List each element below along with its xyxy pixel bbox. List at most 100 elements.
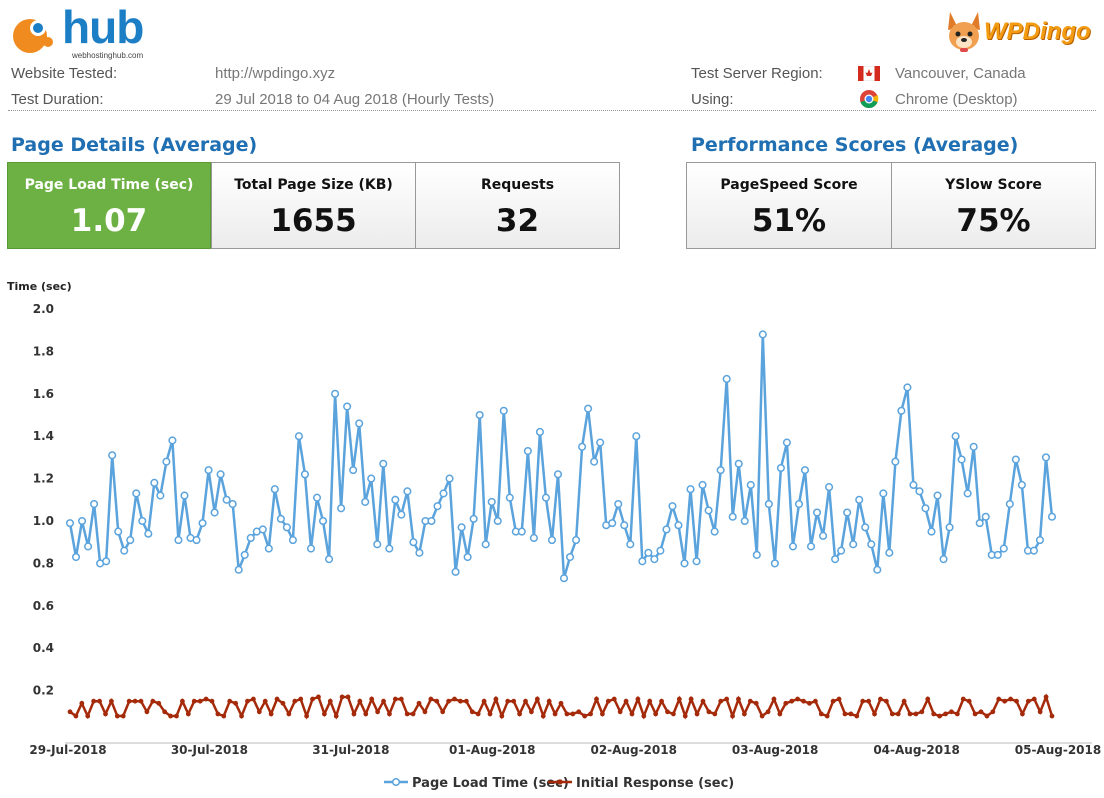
data-point — [274, 696, 280, 702]
data-point — [954, 711, 960, 717]
data-point — [559, 574, 569, 583]
data-point — [475, 410, 484, 420]
data-point — [915, 487, 924, 496]
y-axis-label: Time (sec) — [7, 280, 72, 293]
data-point — [825, 483, 834, 492]
data-point — [367, 474, 376, 483]
data-point — [741, 711, 747, 717]
data-point — [102, 557, 111, 566]
website-tested-value: http://wpdingo.xyz — [215, 65, 336, 82]
data-point — [312, 493, 322, 502]
header-divider — [8, 110, 1096, 111]
data-point — [572, 536, 581, 545]
hub-logo-subtext: webhostinghub.com — [72, 51, 144, 60]
data-point — [662, 525, 671, 534]
data-point — [789, 698, 795, 704]
data-point — [608, 519, 617, 528]
data-point — [529, 709, 534, 715]
data-point — [71, 552, 81, 562]
data-point — [422, 709, 428, 715]
data-point — [807, 700, 812, 706]
data-point — [836, 696, 842, 702]
data-point — [996, 696, 1002, 702]
data-point — [824, 713, 830, 719]
data-point — [883, 698, 889, 704]
data-point — [564, 711, 570, 717]
data-point — [957, 455, 966, 464]
data-point — [819, 531, 828, 540]
data-point — [288, 536, 297, 545]
data-point — [222, 495, 231, 504]
data-point — [1008, 696, 1013, 702]
data-point — [339, 694, 345, 700]
data-point — [795, 696, 801, 702]
webhostinghub-logo: hub webhostinghub.com — [8, 1, 158, 60]
x-tick-label: 30-Jul-2018 — [171, 743, 248, 757]
data-point — [746, 480, 755, 490]
data-point — [740, 516, 749, 526]
data-point — [700, 698, 706, 704]
data-point — [355, 419, 364, 428]
data-point — [925, 696, 931, 702]
x-tick-label: 02-Aug-2018 — [590, 743, 676, 757]
data-point — [611, 696, 617, 702]
data-point — [1041, 453, 1051, 462]
yslow-score-box: YSlow Score 75% — [891, 162, 1096, 249]
website-tested-label: Website Tested: — [11, 65, 118, 82]
test-duration-label: Test Duration: — [11, 91, 104, 108]
data-point — [210, 508, 219, 517]
y-tick-label: 1.2 — [33, 472, 54, 486]
data-point — [1035, 536, 1045, 545]
data-point — [951, 432, 960, 441]
data-point — [919, 709, 925, 715]
data-point — [812, 698, 818, 704]
data-point — [546, 698, 552, 704]
data-point — [854, 713, 860, 719]
data-point — [909, 480, 918, 490]
data-point — [316, 694, 321, 700]
y-tick-label: 0.2 — [33, 684, 54, 698]
data-point — [227, 698, 233, 704]
data-point — [162, 709, 168, 715]
data-point — [653, 711, 659, 717]
data-point — [511, 698, 517, 704]
data-point — [67, 709, 73, 715]
data-point — [168, 713, 173, 719]
data-point — [855, 495, 864, 504]
wpdingo-logo: WPDingo — [944, 8, 1096, 60]
data-point — [782, 438, 791, 447]
y-tick-label: 2.0 — [33, 302, 54, 316]
data-point — [969, 442, 978, 451]
data-point — [686, 485, 695, 494]
hub-logo-icon — [13, 19, 53, 53]
legend-label: Initial Response (sec) — [576, 776, 734, 791]
data-point — [91, 698, 97, 704]
data-point — [234, 565, 243, 574]
data-point — [325, 555, 334, 564]
x-tick-label: 05-Aug-2018 — [1015, 743, 1101, 757]
data-point — [156, 491, 165, 500]
data-point — [588, 711, 593, 717]
y-tick-label: 0.8 — [33, 556, 54, 570]
data-point — [818, 711, 824, 717]
data-point — [487, 497, 496, 506]
data-point — [469, 709, 475, 715]
data-point — [446, 698, 452, 704]
data-point — [842, 711, 848, 717]
test-region-label: Test Server Region: — [691, 65, 823, 82]
data-point — [999, 544, 1008, 553]
data-point — [228, 499, 237, 509]
total-page-size-label: Total Page Size (KB) — [234, 177, 393, 193]
data-point — [179, 698, 185, 704]
data-point — [872, 711, 877, 717]
data-point — [300, 470, 310, 479]
data-point — [463, 552, 472, 562]
data-point — [97, 698, 102, 704]
data-point — [949, 709, 954, 715]
data-point — [286, 711, 292, 717]
data-point — [582, 713, 588, 719]
data-point — [440, 709, 446, 715]
data-point — [753, 700, 759, 706]
data-point — [90, 499, 99, 509]
data-point — [343, 402, 352, 411]
